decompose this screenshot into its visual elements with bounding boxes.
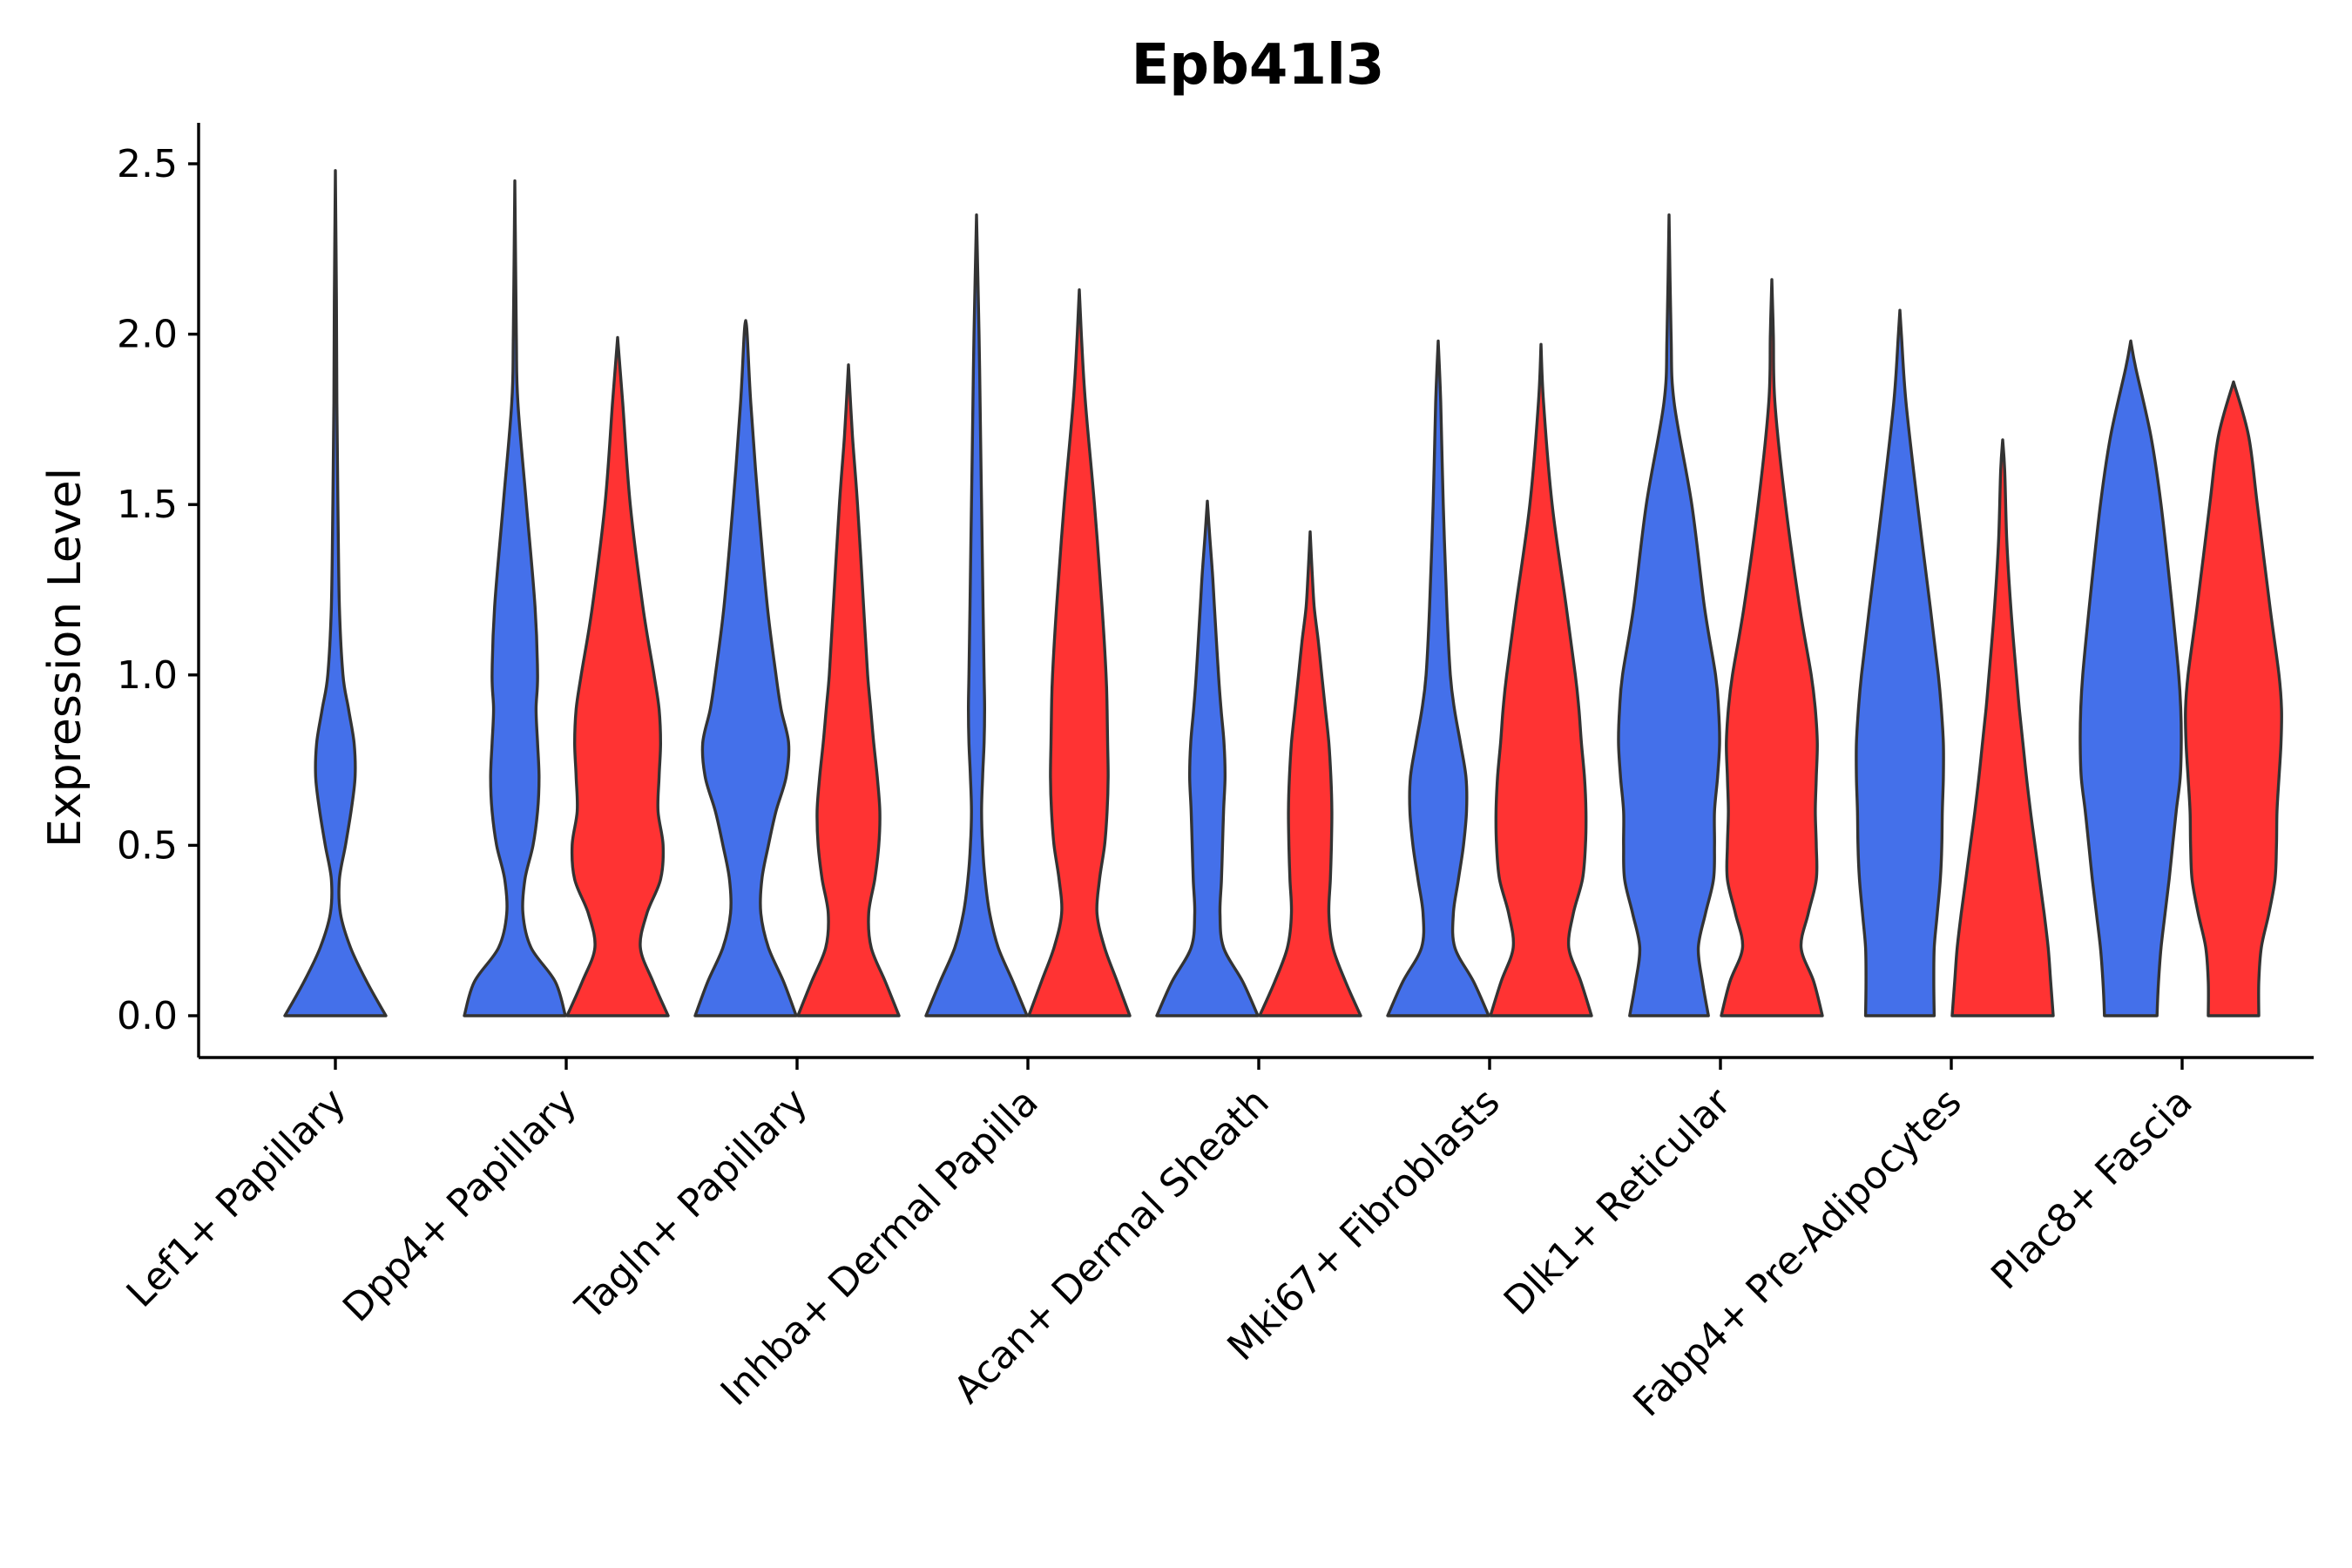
x-tick-label: Lef1+ Papillary — [118, 1080, 355, 1316]
x-tick-label: Plac8+ Fascia — [1983, 1080, 2201, 1299]
violin-group2-dpp4-papillary — [565, 335, 670, 1017]
violin-group2-dlk1-reticular — [1720, 278, 1824, 1017]
violin-group1-acan-dermal-sheath — [1155, 499, 1260, 1017]
violin-group1-tagln-papillary — [693, 319, 798, 1017]
violin-group2-acan-dermal-sheath — [1258, 530, 1362, 1017]
violins-group — [283, 169, 2283, 1017]
y-tick-label: 1.0 — [117, 653, 178, 698]
y-tick-label: 2.0 — [117, 313, 178, 357]
y-tick-label: 2.5 — [117, 142, 178, 186]
violin-group1-dpp4-papillary — [463, 179, 567, 1017]
x-tick-label: Tagln+ Papillary — [567, 1080, 816, 1329]
axes-group — [197, 123, 2314, 1059]
violin-group1-mki67-fibroblasts — [1386, 339, 1490, 1017]
violin-group2-tagln-papillary — [796, 363, 901, 1017]
y-axis-label: Expression Level — [39, 468, 91, 848]
y-tick-label: 0.5 — [117, 823, 178, 868]
x-tick-label: Dpp4+ Papillary — [335, 1080, 585, 1331]
violin-group1-plac8-fascia — [2078, 339, 2183, 1017]
y-ticks-group: 0.0 0.5 1.0 1.5 2.0 2.5 — [117, 142, 199, 1038]
x-tick-label: Dlk1+ Reticular — [1496, 1079, 1740, 1324]
violin-group1-lef1-papillary — [283, 169, 388, 1017]
y-tick-label: 0.0 — [117, 994, 178, 1038]
violin-group1-dlk1-reticular — [1617, 213, 1721, 1017]
violin-group2-mki67-fibroblasts — [1489, 342, 1593, 1017]
violin-group1-fabp4-pre-adipocytes — [1855, 308, 1945, 1017]
violin-group2-inhba-dermal-papilla — [1027, 288, 1132, 1017]
violin-group2-plac8-fascia — [2184, 380, 2283, 1017]
chart-title: Epb41l3 — [1132, 33, 1385, 98]
violin-group1-inhba-dermal-papilla — [924, 213, 1029, 1017]
violin-group2-fabp4-pre-adipocytes — [1950, 438, 2055, 1017]
y-tick-label: 1.5 — [117, 483, 178, 527]
